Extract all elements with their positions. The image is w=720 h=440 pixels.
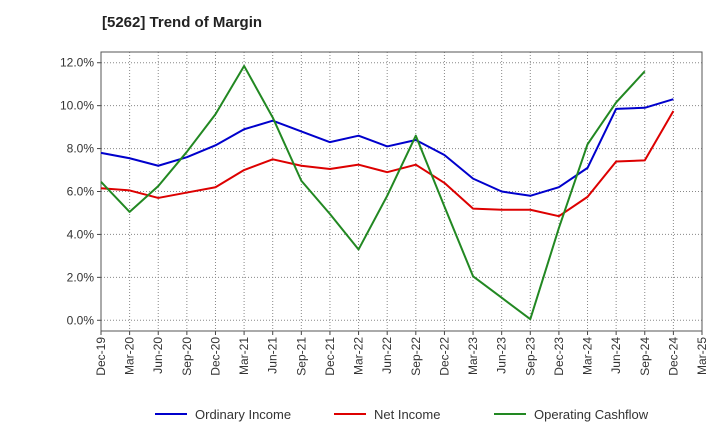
series-line-operating-cashflow <box>100 64 646 321</box>
x-tick-label: Jun-24 <box>609 337 623 374</box>
x-tick-label: Sep-22 <box>409 337 423 376</box>
y-tick-label: 6.0% <box>67 185 95 199</box>
legend: Ordinary Income Net Income Operating Cashf… <box>155 407 649 422</box>
x-tick-label: Jun-22 <box>380 337 394 374</box>
axes: 0.0% 2.0% 4.0% 6.0% 8.0% 10.0% 12.0% Dec-19 Mar-… <box>60 51 709 376</box>
chart-title: [5262] Trend of Margin <box>102 14 263 31</box>
x-tick-label: Mar-20 <box>123 337 137 375</box>
x-tick-label: Jun-23 <box>495 337 509 374</box>
plot-frame <box>100 51 703 332</box>
x-tick-label: Jun-21 <box>266 337 280 374</box>
x-tick-label: Dec-20 <box>208 337 222 376</box>
x-tick-label: Mar-24 <box>581 337 595 375</box>
x-tick-label: Dec-21 <box>323 337 337 376</box>
x-tick-label: Dec-22 <box>437 337 451 376</box>
y-tick-label: 0.0% <box>67 313 95 327</box>
x-tick-label: Jun-20 <box>151 337 165 374</box>
x-tick-label: Dec-24 <box>666 337 680 376</box>
legend-label-ordinary-income: Ordinary Income <box>195 407 291 422</box>
series <box>100 64 675 321</box>
x-tick-label: Sep-20 <box>180 337 194 376</box>
x-tick-label: Mar-23 <box>466 337 480 375</box>
y-tick-label: 4.0% <box>67 227 95 241</box>
y-tick-label: 10.0% <box>60 99 94 113</box>
x-tick-label: Sep-21 <box>294 337 308 376</box>
y-tick-label: 12.0% <box>60 56 94 70</box>
x-tick-label: Sep-23 <box>523 337 537 376</box>
y-tick-label: 2.0% <box>67 270 95 284</box>
legend-label-operating-cashflow: Operating Cashflow <box>534 407 649 422</box>
y-tick-label: 8.0% <box>67 142 95 156</box>
x-tick-label: Mar-22 <box>352 337 366 375</box>
legend-label-net-income: Net Income <box>374 407 440 422</box>
series-line-net-income <box>100 110 675 218</box>
x-tick-label: Dec-19 <box>94 337 108 376</box>
x-tick-label: Dec-23 <box>552 337 566 376</box>
x-tick-label: Sep-24 <box>638 337 652 376</box>
x-tick-label: Mar-25 <box>695 337 709 375</box>
x-tick-label: Mar-21 <box>237 337 251 375</box>
grid <box>100 52 703 331</box>
